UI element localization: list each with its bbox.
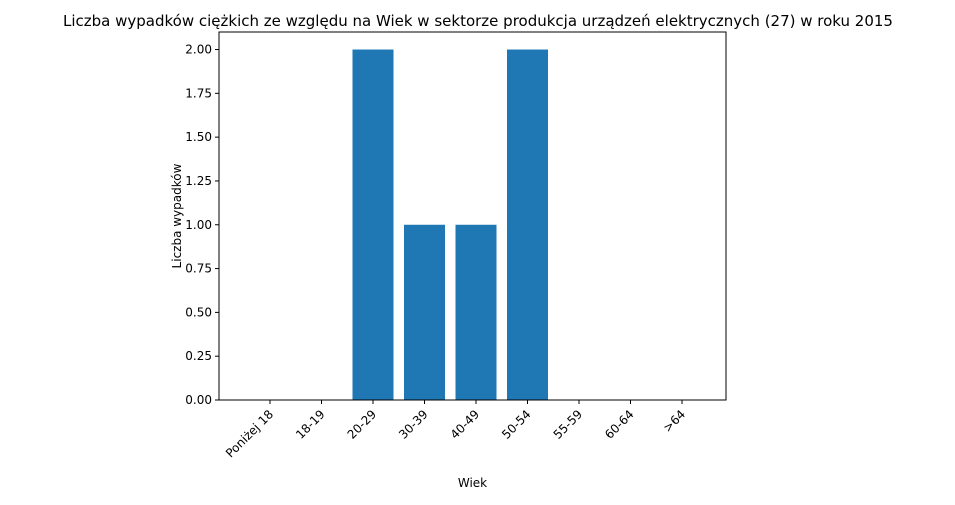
y-tick-label: 0.75 (185, 262, 212, 276)
bar-4 (455, 224, 497, 400)
y-tick-label: 0.50 (185, 305, 212, 319)
x-tick-label: 40-49 (448, 407, 483, 442)
x-tick-label: 20-29 (345, 407, 380, 442)
y-tick-label: 1.75 (185, 86, 212, 100)
y-tick-label: 1.50 (185, 130, 212, 144)
chart-title: Liczba wypadków ciężkich ze względu na W… (63, 12, 893, 30)
bars-layer (352, 49, 548, 401)
x-tick-label: Poniżej 18 (223, 407, 276, 460)
bar-2 (352, 49, 394, 401)
bar-3 (404, 224, 445, 400)
x-tick-label: 30-39 (396, 407, 431, 442)
y-tick-label: 0.25 (185, 349, 212, 363)
x-tick-label: 50-54 (499, 407, 534, 442)
x-tick-label: >64 (660, 407, 688, 435)
plot-frame (218, 31, 727, 401)
y-tick-label: 1.25 (185, 174, 212, 188)
x-tick-label: 60-64 (602, 407, 637, 442)
y-axis: 0.00 0.25 0.50 0.75 1.00 1.25 1.50 1.75 2.00 (185, 43, 219, 407)
x-tick-label: 55-59 (551, 407, 586, 442)
y-axis-label: Liczba wypadków (170, 163, 184, 268)
y-tick-label: 0.00 (185, 393, 212, 407)
y-tick-label: 2.00 (185, 43, 212, 57)
x-tick-label: 18-19 (293, 407, 328, 442)
y-tick-label: 1.00 (185, 218, 212, 232)
x-axis: Poniżej 18 18-19 20-29 30-39 40-49 50-54 55-59… (223, 400, 688, 460)
x-axis-label: Wiek (458, 476, 487, 490)
bar-5 (507, 49, 548, 401)
